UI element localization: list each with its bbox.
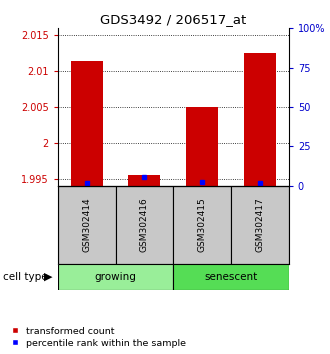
- Text: GSM302416: GSM302416: [140, 198, 149, 252]
- Bar: [71, 61, 103, 186]
- Text: GSM302414: GSM302414: [82, 198, 91, 252]
- Text: GSM302417: GSM302417: [255, 198, 264, 252]
- Text: cell type: cell type: [3, 272, 48, 282]
- Bar: [128, 175, 160, 186]
- Bar: [186, 107, 218, 186]
- Text: ▶: ▶: [44, 272, 52, 282]
- Legend: transformed count, percentile rank within the sample: transformed count, percentile rank withi…: [11, 327, 186, 348]
- Bar: [58, 264, 173, 290]
- Bar: [173, 186, 231, 264]
- Text: senescent: senescent: [204, 272, 258, 282]
- Title: GDS3492 / 206517_at: GDS3492 / 206517_at: [100, 13, 247, 26]
- Text: GSM302415: GSM302415: [198, 198, 207, 252]
- Bar: [58, 186, 115, 264]
- Bar: [244, 53, 276, 186]
- Bar: [115, 186, 173, 264]
- Bar: [231, 186, 289, 264]
- Bar: [173, 264, 289, 290]
- Text: growing: growing: [95, 272, 136, 282]
